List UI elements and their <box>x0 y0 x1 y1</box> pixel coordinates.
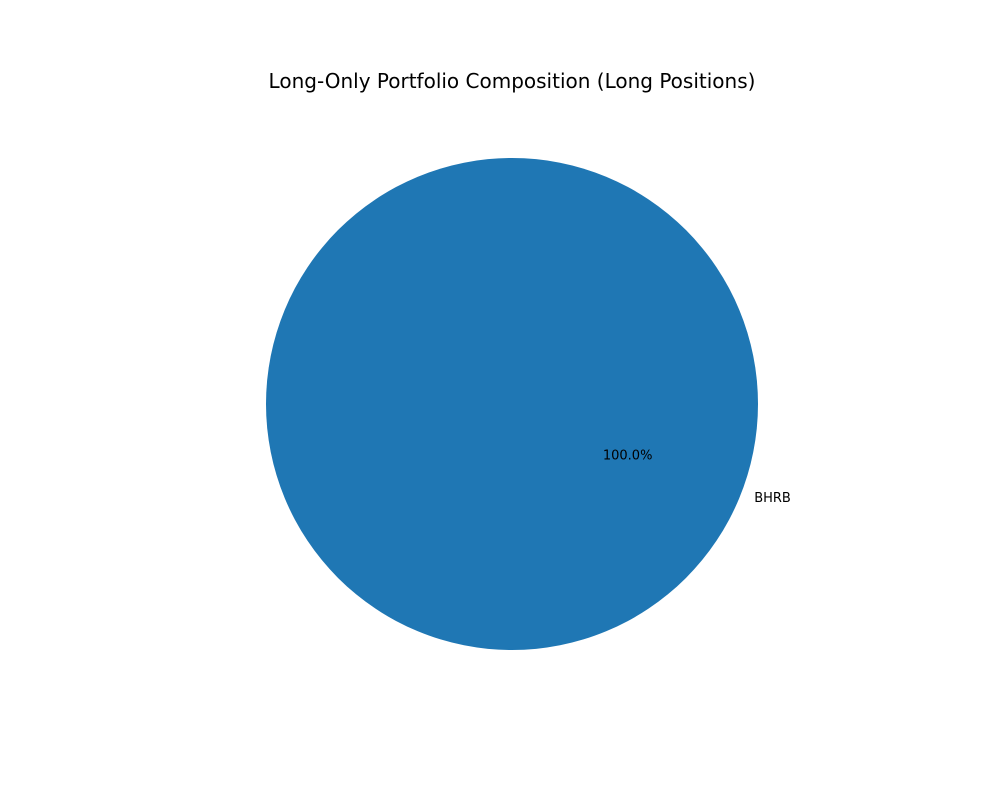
chart-title: Long-Only Portfolio Composition (Long Po… <box>269 69 756 93</box>
slice-label-bhrb: BHRB <box>754 491 791 506</box>
pie-labels: BHRB 100.0% <box>603 449 791 506</box>
pie-slice-bhrb <box>266 158 758 650</box>
pie-slices <box>266 158 758 650</box>
slice-percent-label-bhrb: 100.0% <box>603 449 653 464</box>
